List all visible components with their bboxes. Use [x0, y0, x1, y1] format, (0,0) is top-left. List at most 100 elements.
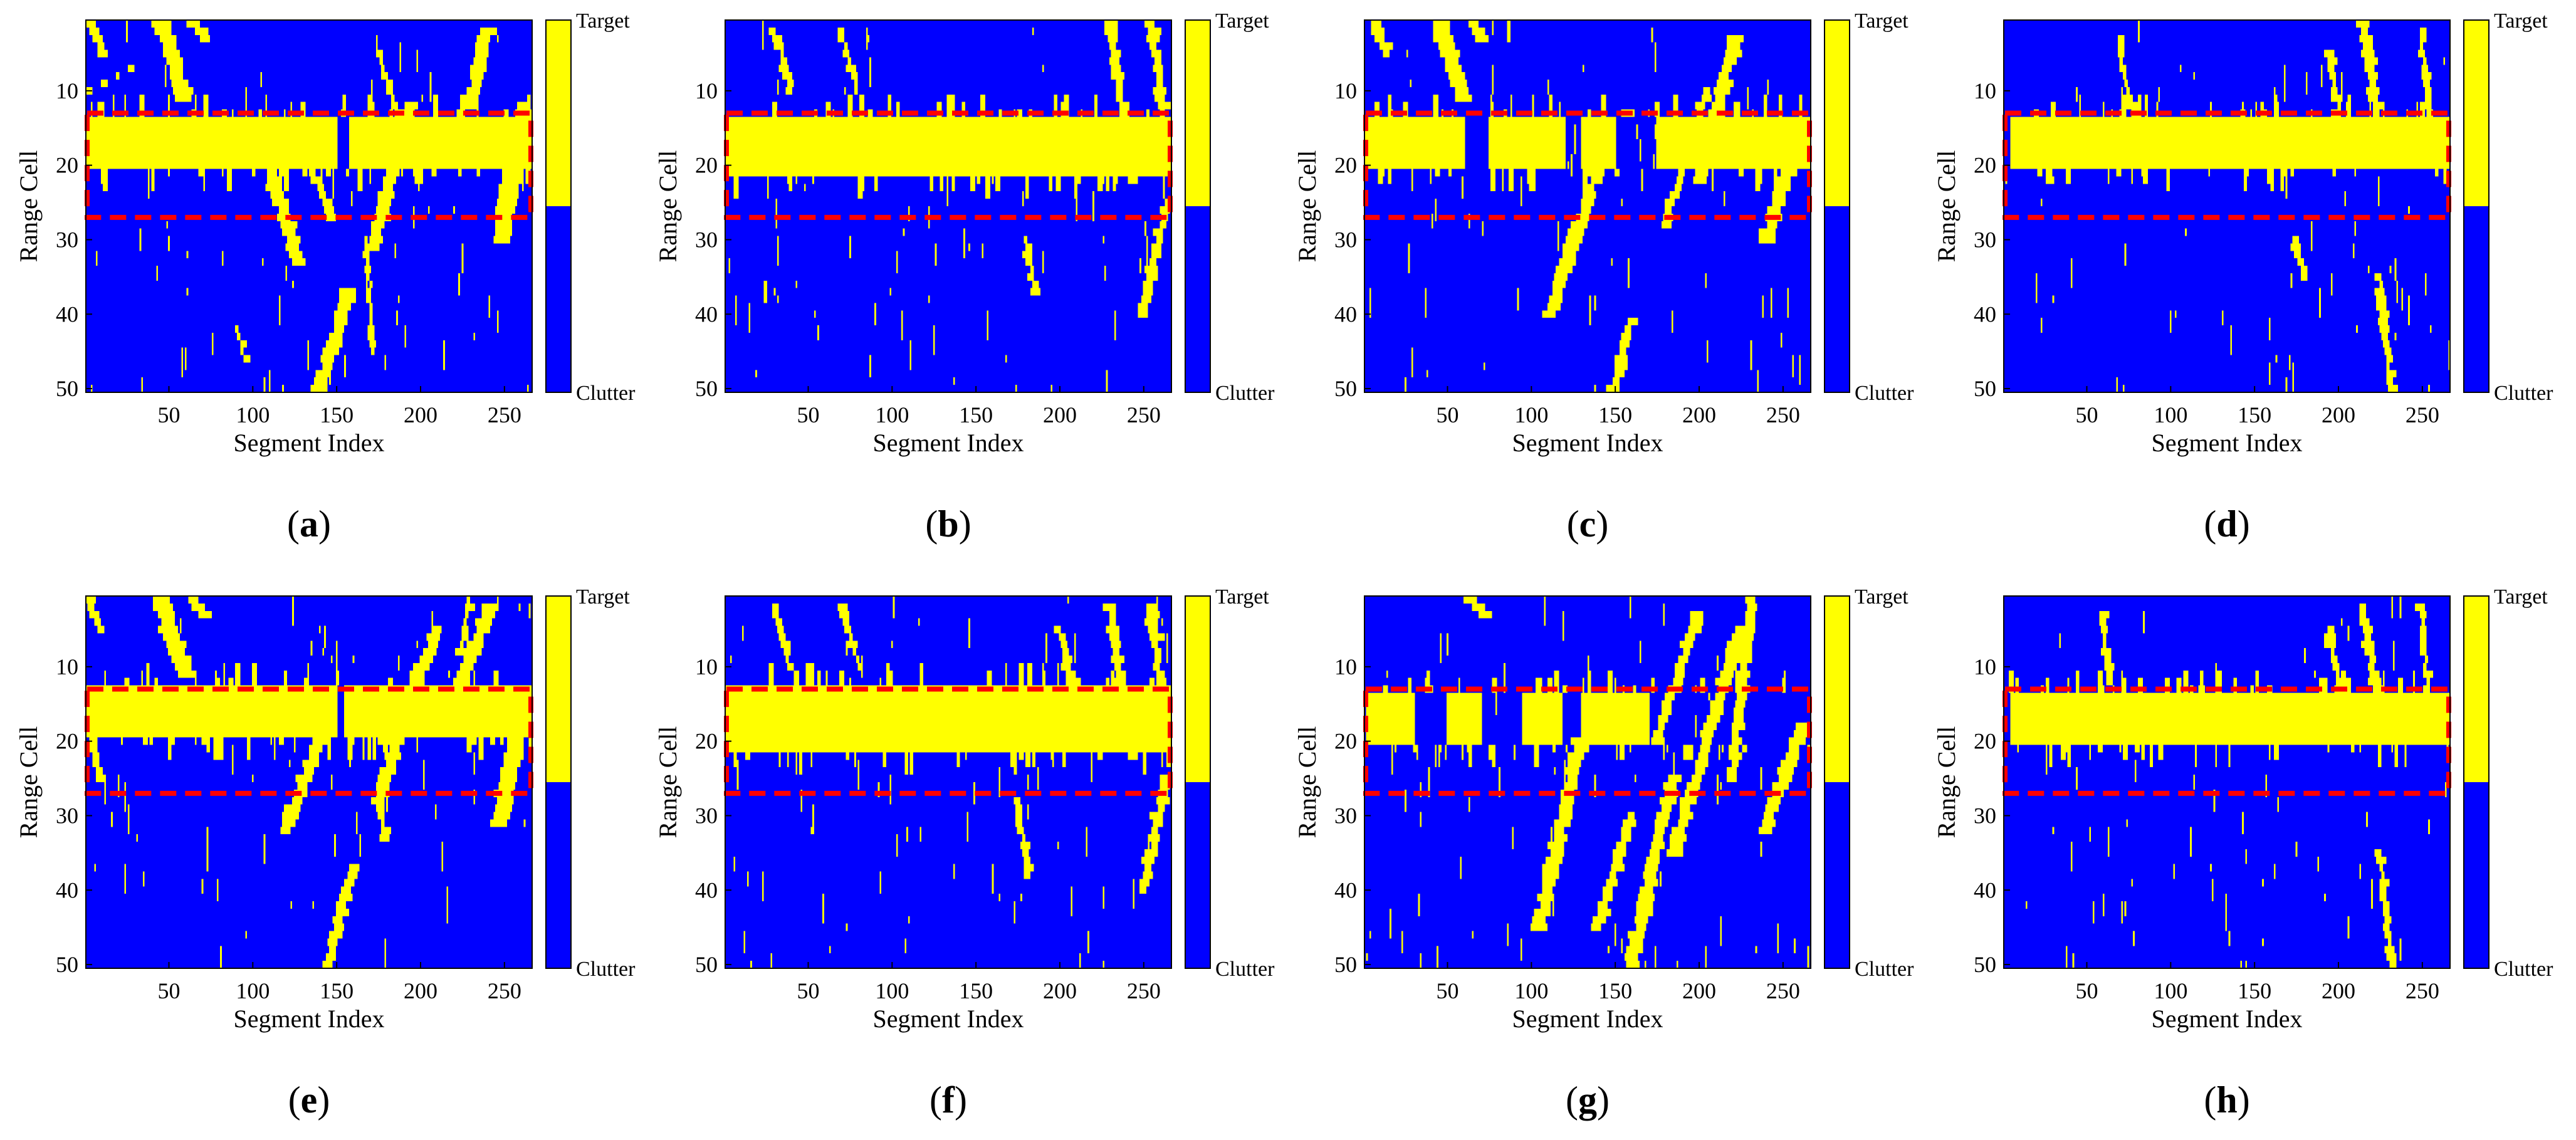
- target-speckle: [1660, 871, 1662, 887]
- target-cell-cluster: [839, 670, 845, 686]
- target-speckle: [889, 775, 891, 805]
- target-streak-cell: [1537, 894, 1554, 902]
- target-streak-cell: [503, 176, 521, 184]
- target-streak-cell: [1542, 310, 1556, 318]
- target-cell-cluster: [1468, 745, 1472, 768]
- target-streak-cell: [768, 27, 776, 35]
- y-tick-label: 20: [695, 153, 718, 178]
- target-cell-cluster: [2280, 169, 2285, 192]
- target-cell-cluster: [1782, 677, 1786, 693]
- target-speckle: [846, 641, 848, 656]
- target-speckle: [1057, 842, 1059, 849]
- target-streak-cell: [317, 184, 325, 192]
- target-streak-cell: [1745, 625, 1756, 634]
- target-streak-cell: [1678, 819, 1689, 827]
- x-tick-label: 200: [1682, 402, 1716, 427]
- target-cell-cluster: [2143, 169, 2149, 184]
- target-speckle: [2250, 109, 2253, 125]
- target-streak-cell: [2384, 347, 2392, 355]
- target-speckle: [2121, 901, 2123, 924]
- target-streak-cell: [334, 318, 348, 326]
- target-streak-cell: [1479, 610, 1492, 619]
- target-cell-cluster: [988, 670, 992, 686]
- target-speckle: [2072, 953, 2075, 968]
- colorbar-target-swatch: [2464, 20, 2489, 206]
- target-cell-cluster: [1025, 752, 1031, 768]
- plot-frame: [85, 19, 533, 393]
- y-axis-label: Range Cell: [14, 726, 43, 839]
- target-speckle: [896, 251, 898, 273]
- target-cell-cluster: [1733, 102, 1737, 117]
- target-streak-cell: [369, 318, 373, 326]
- target-speckle: [736, 154, 739, 162]
- target-speckle: [166, 221, 169, 229]
- target-streak-cell: [1666, 849, 1683, 857]
- x-axis-label: Segment Index: [2151, 1005, 2302, 1033]
- target-cell-cluster: [1057, 662, 1059, 686]
- target-speckle: [795, 176, 798, 184]
- colorbar-clutter-swatch: [1185, 782, 1210, 968]
- target-streak-cell: [2419, 625, 2427, 634]
- y-tick-label: 20: [1334, 729, 1357, 754]
- target-speckle: [2143, 610, 2145, 634]
- target-speckle: [268, 370, 271, 392]
- target-speckle: [733, 856, 736, 872]
- target-streak-cell: [2342, 161, 2350, 169]
- heatmap-cells: [725, 596, 1171, 968]
- target-speckle: [2396, 280, 2399, 303]
- target-speckle: [1462, 124, 1463, 154]
- target-streak-cell: [1433, 20, 1450, 28]
- target-speckle: [2314, 670, 2316, 678]
- target-streak-cell: [2359, 610, 2367, 619]
- target-streak-cell: [1636, 908, 1653, 916]
- target-streak-cell: [2118, 42, 2125, 50]
- target-cell-cluster: [1055, 94, 1057, 117]
- target-streak-cell: [1780, 760, 1798, 768]
- target-cell-cluster: [1435, 94, 1438, 117]
- panel-caption: (g): [1566, 1079, 1610, 1121]
- x-tick-label: 250: [488, 402, 521, 427]
- heatmap-cells: [86, 596, 532, 968]
- target-streak-cell: [2330, 94, 2342, 102]
- target-cell-cluster: [215, 670, 217, 686]
- target-streak-cell: [309, 745, 323, 753]
- target-streak-cell: [2099, 610, 2110, 619]
- target-cell-cluster: [857, 176, 863, 199]
- target-speckle: [278, 295, 281, 326]
- target-streak-cell: [150, 13, 170, 20]
- target-speckle: [1574, 767, 1576, 775]
- target-speckle: [867, 34, 870, 43]
- target-streak-cell: [344, 879, 355, 887]
- x-tick-label: 250: [2406, 402, 2439, 427]
- target-speckle: [748, 303, 751, 333]
- target-speckle: [206, 827, 209, 857]
- target-streak-cell: [307, 161, 315, 169]
- target-streak-cell: [1728, 752, 1742, 760]
- target-streak-cell: [163, 50, 180, 58]
- target-speckle: [2310, 221, 2313, 251]
- target-streak-cell: [339, 288, 356, 296]
- target-streak-cell: [200, 34, 211, 43]
- target-streak-cell: [1767, 797, 1781, 805]
- target-streak-cell: [1151, 842, 1158, 849]
- target-speckle: [1799, 355, 1801, 385]
- target-streak-cell: [151, 20, 172, 28]
- target-streak-cell: [87, 603, 95, 611]
- target-streak-cell: [2123, 94, 2134, 102]
- target-speckle: [1408, 243, 1410, 273]
- target-streak-cell: [191, 603, 206, 611]
- colorbar-label-target: Target: [576, 9, 630, 33]
- target-streak-cell: [391, 146, 408, 154]
- target-streak-cell: [1567, 752, 1584, 760]
- target-streak-cell: [1448, 72, 1465, 80]
- target-speckle: [903, 228, 905, 236]
- target-speckle: [2324, 894, 2326, 902]
- target-streak-cell: [362, 251, 370, 259]
- target-cell-cluster: [854, 752, 856, 768]
- target-streak-cell: [1653, 834, 1663, 842]
- target-speckle: [1005, 355, 1007, 363]
- target-speckle: [350, 191, 353, 206]
- target-streak-cell: [396, 117, 403, 125]
- target-streak-cell: [158, 625, 179, 634]
